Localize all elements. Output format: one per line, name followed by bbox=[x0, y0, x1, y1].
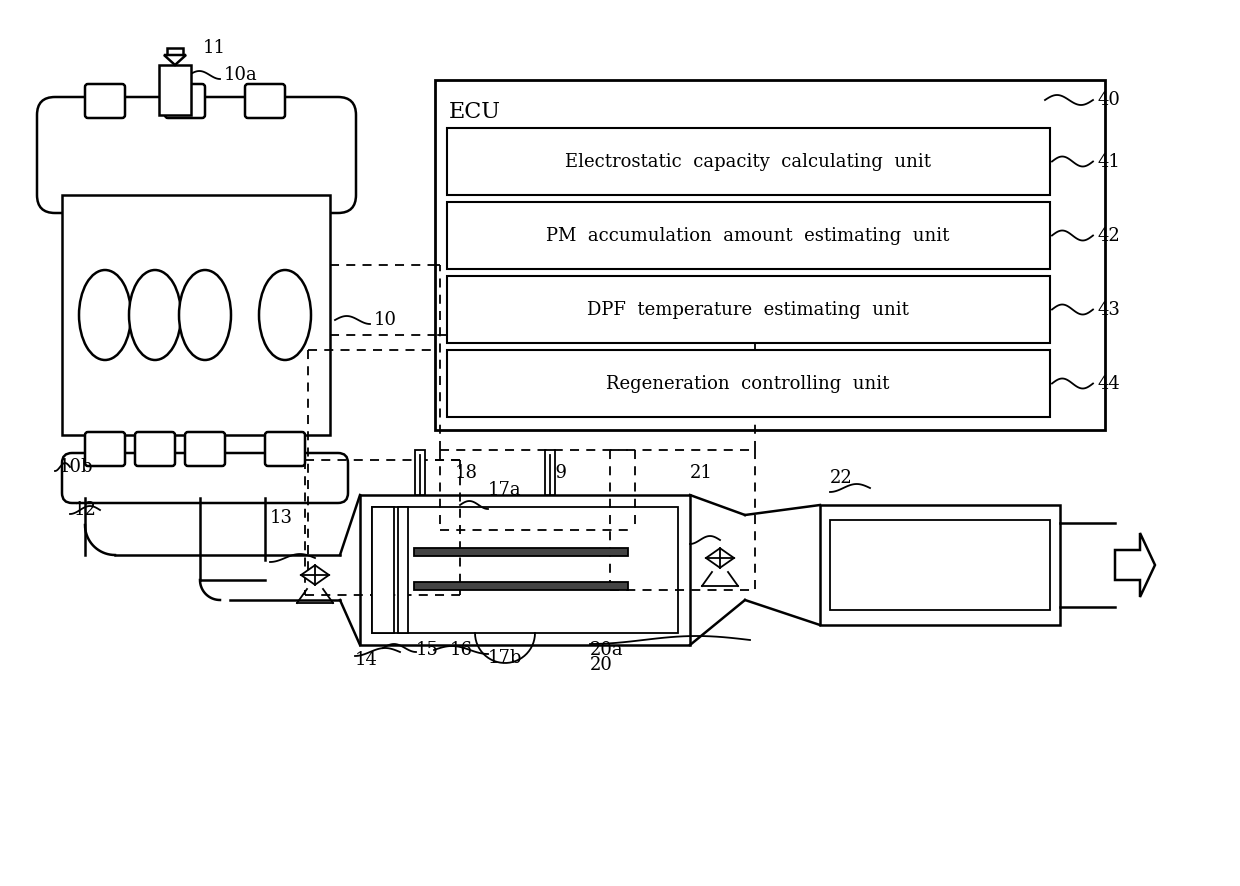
Text: 41: 41 bbox=[1097, 152, 1121, 170]
FancyBboxPatch shape bbox=[435, 80, 1105, 430]
Text: ECU: ECU bbox=[449, 101, 501, 123]
Text: 19: 19 bbox=[546, 464, 568, 482]
FancyBboxPatch shape bbox=[372, 507, 394, 633]
Polygon shape bbox=[167, 48, 184, 55]
FancyBboxPatch shape bbox=[372, 507, 678, 633]
FancyBboxPatch shape bbox=[86, 432, 125, 466]
Polygon shape bbox=[1115, 533, 1154, 597]
Text: 10a: 10a bbox=[224, 66, 258, 84]
Text: Regeneration  controlling  unit: Regeneration controlling unit bbox=[606, 375, 889, 392]
Text: 43: 43 bbox=[1097, 300, 1121, 318]
Text: 14: 14 bbox=[355, 651, 378, 669]
Text: 10: 10 bbox=[374, 311, 397, 329]
FancyBboxPatch shape bbox=[62, 195, 330, 435]
Polygon shape bbox=[164, 55, 186, 65]
Text: 20: 20 bbox=[590, 656, 613, 674]
FancyBboxPatch shape bbox=[246, 84, 285, 118]
Ellipse shape bbox=[259, 270, 311, 360]
Ellipse shape bbox=[129, 270, 181, 360]
Text: 44: 44 bbox=[1097, 375, 1121, 392]
Text: 21: 21 bbox=[689, 464, 713, 482]
FancyBboxPatch shape bbox=[414, 548, 627, 556]
Text: 10b: 10b bbox=[60, 458, 93, 476]
Text: 11: 11 bbox=[203, 39, 226, 57]
FancyBboxPatch shape bbox=[159, 65, 191, 115]
FancyBboxPatch shape bbox=[830, 520, 1050, 610]
Text: Electrostatic  capacity  calculating  unit: Electrostatic capacity calculating unit bbox=[565, 152, 931, 170]
FancyBboxPatch shape bbox=[820, 505, 1060, 625]
FancyBboxPatch shape bbox=[135, 432, 175, 466]
Text: 40: 40 bbox=[1097, 91, 1121, 109]
FancyBboxPatch shape bbox=[86, 84, 125, 118]
Ellipse shape bbox=[179, 270, 231, 360]
Text: 42: 42 bbox=[1097, 227, 1121, 245]
FancyBboxPatch shape bbox=[165, 84, 205, 118]
FancyBboxPatch shape bbox=[546, 450, 556, 495]
FancyBboxPatch shape bbox=[414, 582, 627, 590]
FancyBboxPatch shape bbox=[398, 507, 408, 633]
Polygon shape bbox=[706, 548, 734, 568]
Text: 22: 22 bbox=[830, 469, 853, 487]
Text: 17a: 17a bbox=[489, 481, 522, 499]
Polygon shape bbox=[301, 565, 329, 585]
FancyBboxPatch shape bbox=[265, 432, 305, 466]
FancyBboxPatch shape bbox=[37, 97, 356, 213]
Text: 20a: 20a bbox=[590, 641, 624, 659]
Text: PM  accumulation  amount  estimating  unit: PM accumulation amount estimating unit bbox=[547, 227, 950, 245]
Ellipse shape bbox=[79, 270, 131, 360]
FancyBboxPatch shape bbox=[360, 495, 689, 645]
FancyBboxPatch shape bbox=[446, 128, 1050, 195]
Text: DPF  temperature  estimating  unit: DPF temperature estimating unit bbox=[587, 300, 909, 318]
Text: 17b: 17b bbox=[489, 649, 522, 667]
FancyBboxPatch shape bbox=[446, 202, 1050, 269]
Text: 13: 13 bbox=[270, 509, 293, 527]
Text: 12: 12 bbox=[74, 501, 97, 519]
Text: 16: 16 bbox=[450, 641, 472, 659]
FancyBboxPatch shape bbox=[446, 276, 1050, 343]
Text: 18: 18 bbox=[455, 464, 477, 482]
FancyBboxPatch shape bbox=[415, 450, 425, 495]
FancyBboxPatch shape bbox=[185, 432, 224, 466]
FancyBboxPatch shape bbox=[446, 350, 1050, 417]
FancyBboxPatch shape bbox=[62, 453, 348, 503]
Text: 15: 15 bbox=[415, 641, 439, 659]
